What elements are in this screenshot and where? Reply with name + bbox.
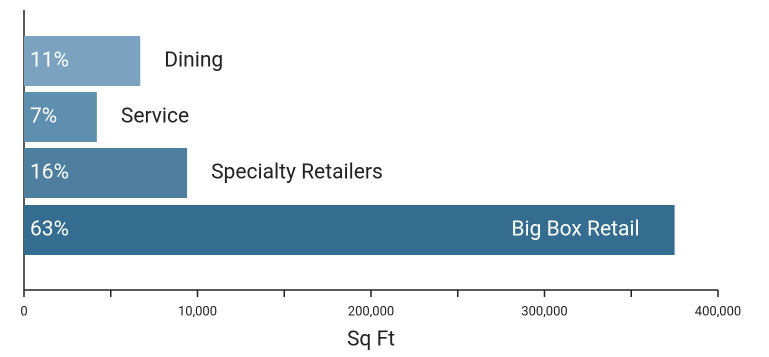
x-tick-label: 10,000	[178, 304, 217, 319]
category-label: Specialty Retailers	[211, 161, 383, 185]
x-tick-label: 300,000	[521, 304, 567, 319]
percent-label: 63%	[30, 218, 69, 242]
category-label: Big Box Retail	[511, 218, 639, 242]
x-tick-label: 200,000	[348, 304, 394, 319]
category-label: Dining	[164, 49, 223, 73]
bar	[24, 205, 675, 255]
bar	[24, 148, 188, 198]
x-tick-label: 0	[20, 304, 27, 319]
x-axis-title: Sq Ft	[347, 328, 395, 352]
category-label: Service	[121, 105, 189, 129]
bar	[24, 92, 97, 142]
bar	[24, 36, 141, 86]
percent-label: 11%	[30, 49, 69, 73]
percent-label: 16%	[30, 161, 69, 185]
percent-label: 7%	[30, 105, 57, 129]
x-tick-label: 400,000	[695, 304, 741, 319]
